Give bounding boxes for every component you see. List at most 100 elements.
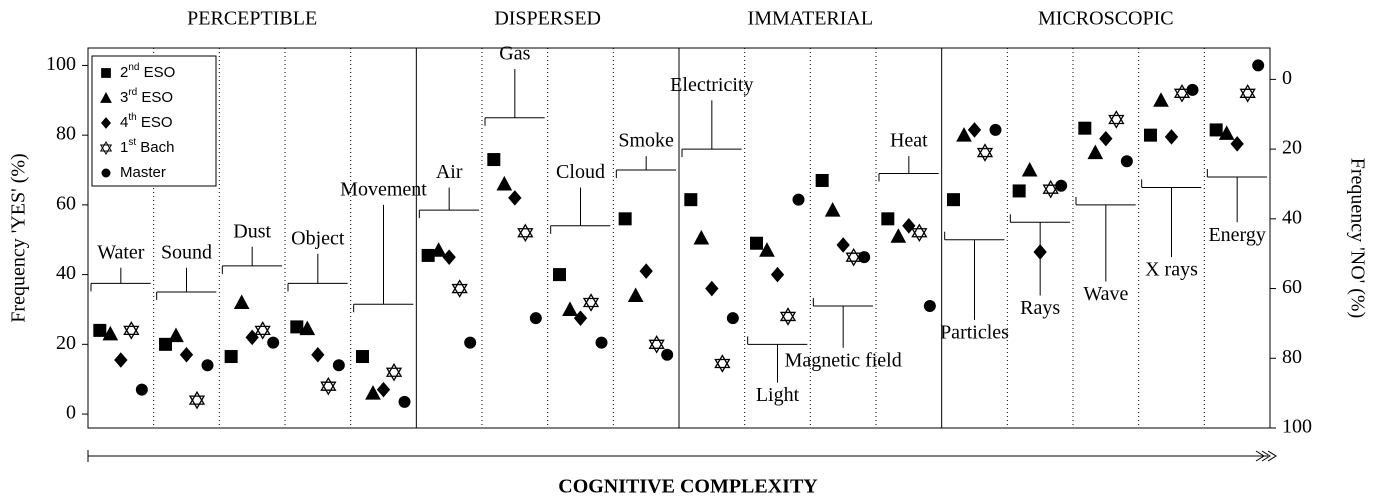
group-title: MICROSCOPIC — [1038, 8, 1174, 30]
marker-diamond — [639, 263, 653, 279]
marker-square — [749, 236, 763, 250]
y2-axis-label: Frequency 'NO' (%) — [1346, 158, 1368, 319]
marker-diamond — [114, 352, 128, 368]
marker-circle — [661, 348, 674, 361]
marker-circle — [726, 312, 739, 325]
y-tick-label: 80 — [56, 123, 76, 145]
marker-circle — [1186, 83, 1199, 96]
marker-diamond — [311, 347, 325, 363]
marker-star — [714, 354, 731, 373]
marker-square — [290, 320, 304, 334]
marker-star — [648, 335, 665, 354]
marker-circle — [135, 383, 148, 396]
marker-square — [1078, 121, 1092, 135]
legend-label: 4th ESO — [120, 112, 173, 131]
marker-circle — [332, 359, 345, 372]
marker-square — [1012, 184, 1026, 198]
marker-diamond — [179, 347, 194, 363]
marker-square — [355, 350, 369, 364]
marker-triangle — [627, 287, 644, 303]
category-label: Sound — [161, 241, 212, 263]
marker-triangle — [693, 229, 710, 245]
y2-tick-label: 80 — [1282, 346, 1302, 368]
category-label: Cloud — [556, 161, 605, 183]
marker-triangle — [759, 242, 775, 257]
marker-square — [618, 212, 632, 226]
marker-diamond — [101, 117, 111, 129]
marker-star — [582, 293, 600, 312]
legend-label: 2nd ESO — [120, 62, 175, 81]
marker-square — [224, 350, 238, 364]
marker-star — [451, 279, 468, 298]
marker-square — [158, 337, 172, 351]
marker-triangle — [102, 325, 119, 341]
marker-star — [1042, 179, 1059, 199]
category-label: Particles — [940, 321, 1009, 343]
marker-diamond — [770, 266, 785, 283]
y2-tick-label: 0 — [1282, 67, 1292, 89]
marker-square — [552, 268, 566, 282]
category-label: Energy — [1208, 224, 1265, 246]
marker-circle — [989, 123, 1002, 136]
category-label: Wave — [1083, 283, 1128, 305]
marker-star — [254, 321, 271, 340]
marker-diamond — [573, 310, 588, 326]
legend-label: 3rd ESO — [120, 87, 173, 106]
marker-star — [976, 143, 994, 162]
category-label: Gas — [499, 43, 530, 65]
marker-triangle — [1087, 144, 1104, 160]
marker-circle — [529, 312, 542, 325]
marker-triangle — [1021, 161, 1038, 177]
marker-diamond — [1099, 130, 1113, 147]
marker-square — [815, 173, 829, 187]
marker-circle — [1252, 59, 1265, 72]
category-label: Air — [436, 161, 463, 183]
x-axis-label: COGNITIVE COMPLEXITY — [558, 476, 818, 498]
marker-triangle — [890, 228, 907, 243]
marker-star — [188, 390, 206, 410]
category-label: Smoke — [618, 130, 674, 152]
marker-diamond — [902, 218, 916, 234]
marker-diamond — [376, 381, 391, 398]
marker-triangle — [168, 327, 184, 343]
y-axis-label: Frequency 'YES' (%) — [8, 153, 30, 322]
marker-triangle — [430, 242, 447, 257]
marker-circle — [101, 168, 111, 178]
category-label: Rays — [1020, 297, 1060, 319]
marker-star — [99, 141, 113, 155]
marker-star — [1108, 110, 1125, 129]
category-label: Movement — [340, 179, 427, 201]
marker-triangle — [956, 127, 972, 142]
marker-square — [1209, 123, 1223, 137]
marker-star — [1239, 84, 1256, 103]
marker-star — [845, 247, 862, 267]
marker-circle — [792, 193, 805, 206]
marker-star — [320, 376, 337, 396]
legend-box — [91, 55, 217, 187]
marker-diamond — [508, 190, 522, 206]
marker-diamond — [442, 249, 456, 265]
marker-star — [517, 223, 534, 243]
y-tick-label: 60 — [56, 192, 76, 214]
marker-circle — [1120, 155, 1133, 168]
marker-circle — [923, 299, 936, 312]
marker-star — [911, 223, 928, 243]
marker-square — [946, 193, 960, 207]
marker-triangle — [233, 294, 250, 309]
category-label: Water — [97, 241, 145, 263]
marker-diamond — [967, 122, 982, 138]
marker-triangle — [365, 385, 381, 400]
marker-star — [1173, 84, 1191, 103]
y2-tick-label: 100 — [1282, 416, 1312, 438]
group-title: DISPERSED — [494, 8, 601, 30]
marker-diamond — [836, 237, 850, 253]
category-label: Electricity — [670, 74, 753, 96]
marker-circle — [267, 336, 280, 349]
arrow-head — [1255, 450, 1277, 462]
y-tick-label: 20 — [56, 332, 76, 354]
category-label: Object — [291, 227, 345, 249]
marker-diamond — [1033, 244, 1047, 260]
category-label: X rays — [1145, 259, 1198, 281]
marker-square — [487, 153, 501, 167]
marker-circle — [595, 336, 608, 349]
